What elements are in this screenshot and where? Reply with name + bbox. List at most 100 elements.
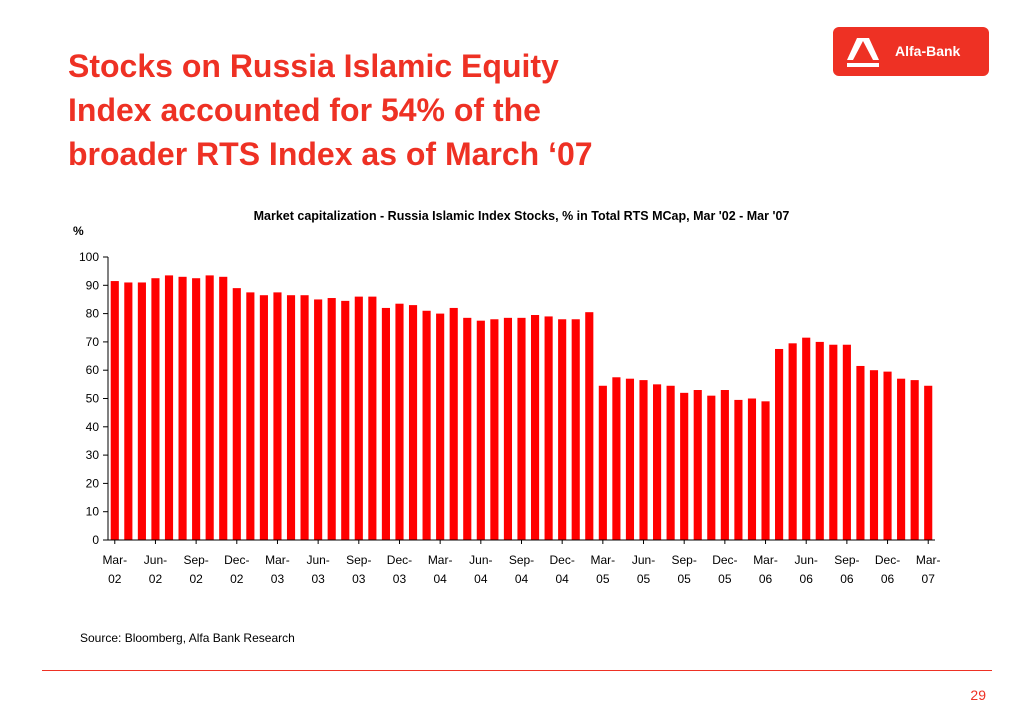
bar-feb-03 <box>259 295 268 540</box>
x-tick-label-year: 03 <box>393 572 407 586</box>
x-tick-label-month: Mar- <box>916 553 941 567</box>
y-tick-label: 50 <box>86 392 100 406</box>
bar-oct-05 <box>693 390 702 540</box>
bar-apr-03 <box>286 295 296 540</box>
y-tick-label: 100 <box>79 250 99 264</box>
bar-jan-05 <box>571 319 580 540</box>
x-tick-label-year: 02 <box>230 572 244 586</box>
x-tick-label-year: 04 <box>433 572 447 586</box>
bar-jan-03 <box>246 292 255 541</box>
chart-title: Market capitalization - Russia Islamic I… <box>254 209 790 223</box>
bar-dec-05 <box>720 390 729 540</box>
bar-may-03 <box>300 295 309 540</box>
x-tick-label-month: Jun- <box>795 553 818 567</box>
x-tick-label-month: Jun- <box>632 553 655 567</box>
x-tick-label-month: Sep- <box>509 553 534 567</box>
page-number: 29 <box>970 687 986 703</box>
bar-sep-04 <box>517 317 526 540</box>
x-tick-label-year: 02 <box>149 572 163 586</box>
bar-may-04 <box>463 317 472 540</box>
x-tick-label-month: Mar- <box>265 553 290 567</box>
bar-feb-07 <box>910 380 919 540</box>
bar-jan-04 <box>408 305 418 540</box>
x-tick-label-month: Mar- <box>753 553 778 567</box>
x-tick-label-year: 02 <box>108 572 122 586</box>
x-tick-label-year: 05 <box>718 572 732 586</box>
bar-jun-03 <box>314 299 323 540</box>
bar-jan-06 <box>734 399 743 540</box>
x-tick-label-year: 05 <box>678 572 692 586</box>
bar-jul-02 <box>164 275 174 540</box>
bar-jun-04 <box>476 320 485 540</box>
x-tick-label-year: 06 <box>840 572 854 586</box>
bar-jun-06 <box>802 337 811 540</box>
bar-apr-05 <box>612 377 621 540</box>
bar-sep-05 <box>680 392 689 540</box>
bar-dec-06 <box>883 371 892 540</box>
bar-jul-05 <box>653 384 662 540</box>
x-tick-label-month: Sep- <box>346 553 371 567</box>
market-cap-bar-chart: Market capitalization - Russia Islamic I… <box>73 209 941 586</box>
x-tick-label-month: Mar- <box>591 553 616 567</box>
bar-feb-04 <box>422 310 431 540</box>
bar-sep-06 <box>842 344 851 540</box>
y-tick-label: 60 <box>86 363 100 377</box>
bar-nov-05 <box>707 395 716 540</box>
bar-feb-05 <box>585 312 594 540</box>
bar-aug-06 <box>829 344 838 540</box>
bar-oct-03 <box>368 296 377 540</box>
bar-feb-06 <box>747 398 757 540</box>
bar-mar-03 <box>273 292 282 541</box>
x-tick-label-month: Sep- <box>834 553 859 567</box>
x-tick-label-year: 07 <box>922 572 936 586</box>
bar-dec-04 <box>558 319 567 540</box>
bar-sep-03 <box>354 296 363 540</box>
bar-aug-02 <box>178 276 187 540</box>
bar-jul-04 <box>490 319 499 540</box>
bar-oct-04 <box>530 315 540 540</box>
y-tick-label: 20 <box>86 476 100 490</box>
y-tick-label: 90 <box>86 278 100 292</box>
y-tick-label: 70 <box>86 335 100 349</box>
bar-oct-02 <box>205 275 214 540</box>
y-tick-label: 10 <box>86 505 100 519</box>
footer-divider <box>42 670 992 671</box>
slide-title: Stocks on Russia Islamic Equity Index ac… <box>68 44 768 176</box>
bar-mar-04 <box>436 313 445 540</box>
x-tick-label-year: 02 <box>189 572 203 586</box>
x-tick-label-month: Sep- <box>183 553 208 567</box>
x-tick-label-month: Dec- <box>387 553 412 567</box>
x-tick-label-year: 03 <box>352 572 366 586</box>
x-tick-label-month: Jun- <box>144 553 167 567</box>
bar-jan-07 <box>897 378 906 540</box>
bar-dec-02 <box>232 288 241 540</box>
x-tick-label-month: Mar- <box>102 553 127 567</box>
x-tick-label-year: 06 <box>881 572 895 586</box>
slide-title-line-3: broader RTS Index as of March ‘07 <box>68 136 593 172</box>
x-tick-label-month: Sep- <box>672 553 697 567</box>
bar-oct-06 <box>856 365 865 540</box>
bar-nov-06 <box>869 370 879 540</box>
bar-jun-02 <box>151 278 160 540</box>
y-axis-label: % <box>73 224 84 238</box>
y-tick-label: 30 <box>86 448 100 462</box>
bar-aug-03 <box>341 300 350 540</box>
x-tick-label-month: Dec- <box>712 553 737 567</box>
x-tick-label-year: 04 <box>555 572 569 586</box>
x-tick-label-year: 04 <box>515 572 529 586</box>
bar-may-06 <box>788 343 797 540</box>
x-tick-label-year: 06 <box>759 572 773 586</box>
bar-nov-04 <box>544 316 553 540</box>
bar-mar-05 <box>598 385 607 540</box>
slide-title-line-2: Index accounted for 54% of the <box>68 92 541 128</box>
bar-jul-03 <box>327 298 336 540</box>
bar-apr-04 <box>449 307 458 540</box>
bar-nov-03 <box>381 307 390 540</box>
y-tick-label: 80 <box>86 307 100 321</box>
bar-may-02 <box>137 282 146 540</box>
bar-mar-02 <box>110 281 119 540</box>
bar-mar-06 <box>761 401 770 540</box>
x-tick-label-month: Dec- <box>875 553 900 567</box>
bar-apr-06 <box>775 348 784 540</box>
bar-nov-02 <box>219 276 228 540</box>
